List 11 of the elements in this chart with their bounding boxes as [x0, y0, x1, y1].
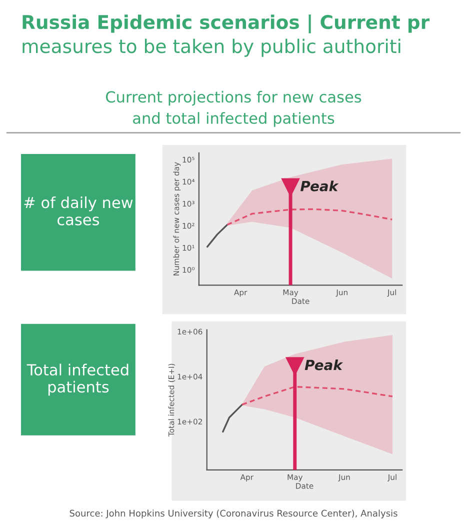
- ref-line-label: Peak: [304, 359, 344, 370]
- text: Total infected patients: [26, 364, 128, 396]
- text: and total infected patients: [133, 112, 334, 127]
- text: Russia Epidemic scenarios | Current pr: [22, 14, 430, 34]
- line-series: [241, 386, 394, 406]
- source-note: Source: John Hopkins University (Coronavirus Resource Center), Analysis: [70, 510, 398, 518]
- text: measures to be taken by public authoriti: [22, 38, 400, 57]
- line-series: [226, 208, 393, 226]
- text: Current projections for new cases: [106, 90, 362, 106]
- text: # of daily new cases: [24, 196, 133, 226]
- ref-line-label: Peak: [300, 180, 339, 192]
